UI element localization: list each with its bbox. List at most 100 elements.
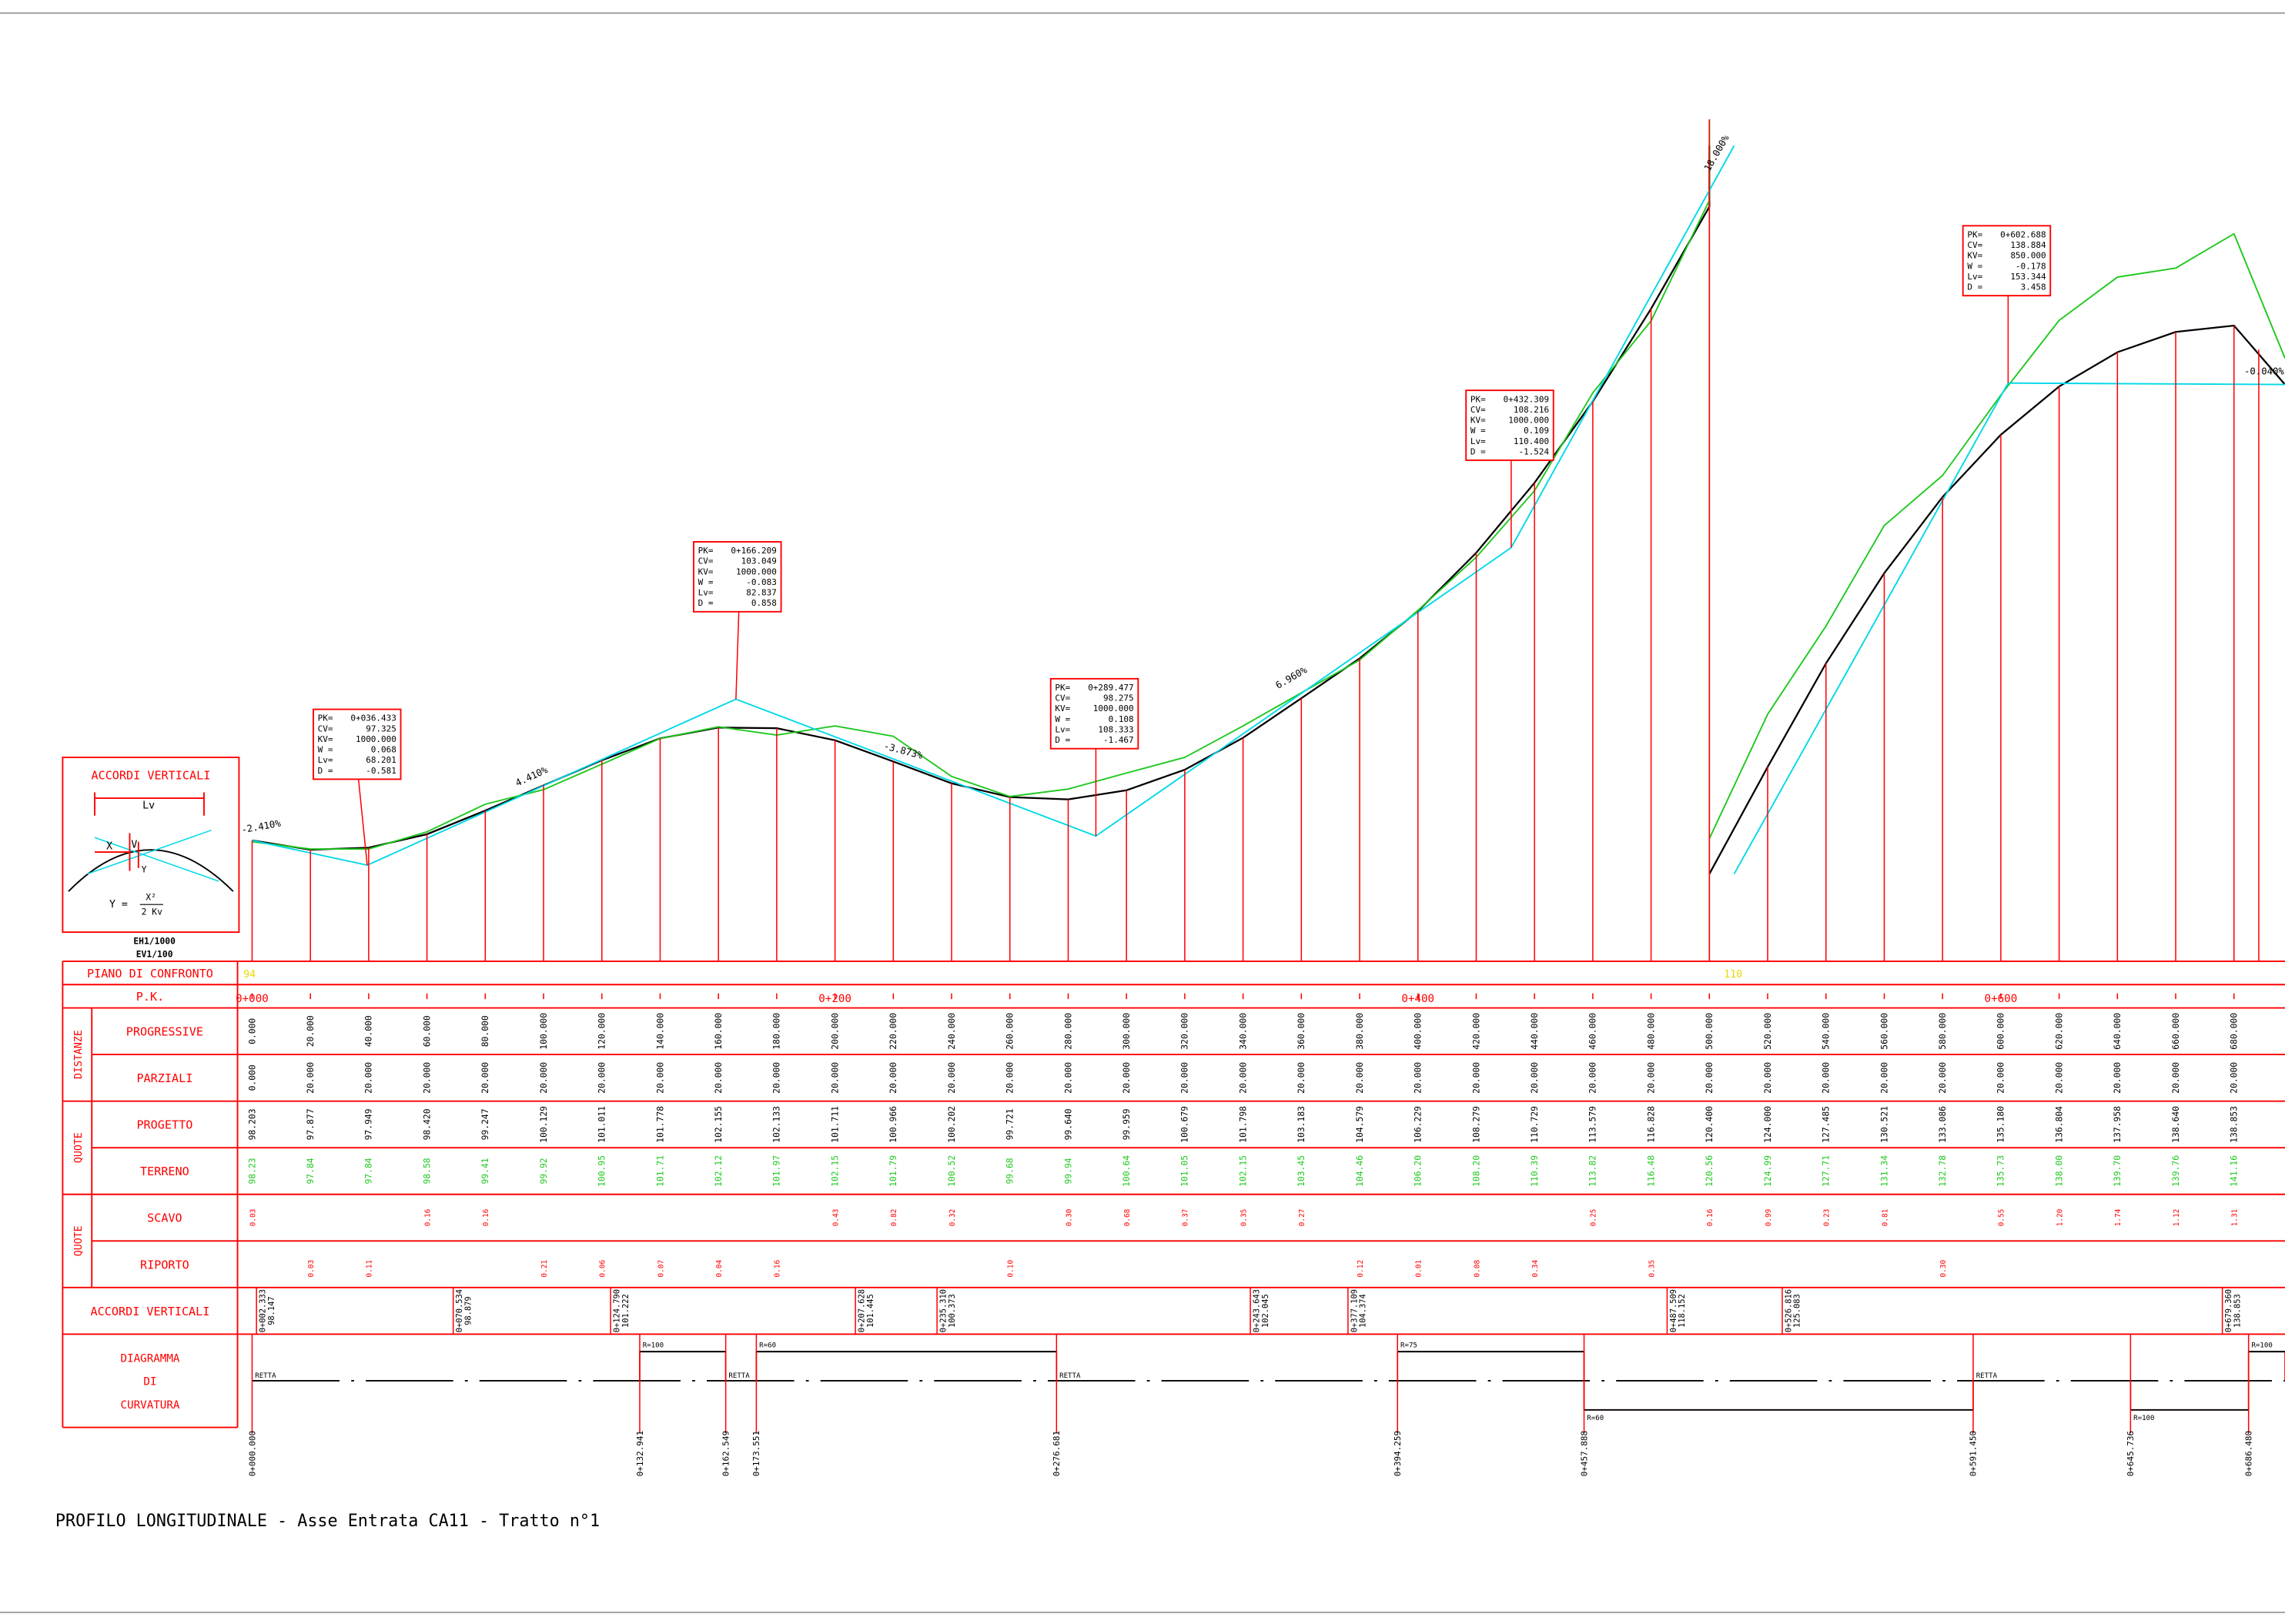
scavo-value: 0.16 — [423, 1208, 432, 1226]
scavo-value: 0.43 — [831, 1209, 840, 1227]
callout-key: W = — [698, 577, 714, 587]
progetto-value: 101.798 — [1237, 1106, 1248, 1143]
scavo-value: 0.32 — [948, 1209, 957, 1227]
curvature-box — [2247, 1351, 2285, 1381]
progressive-value: 220.000 — [888, 1013, 898, 1050]
parziali-value: 20.000 — [888, 1062, 898, 1094]
curvature-label: RETTA — [255, 1372, 276, 1380]
progressive-value: 100.000 — [538, 1013, 549, 1050]
callout-value: 68.201 — [366, 755, 396, 765]
accordo-quota: 104.374 — [1359, 1294, 1368, 1328]
row-label-curvatura: CURVATURA — [121, 1399, 180, 1412]
progetto-value: 99.640 — [1062, 1108, 1073, 1140]
terreno-value: 132.78 — [1937, 1155, 1948, 1187]
terreno-value: 110.39 — [1529, 1155, 1540, 1187]
progetto-value: 130.521 — [1879, 1106, 1889, 1143]
callout-value: 850.000 — [2010, 251, 2046, 261]
row-label-scavo: SCAVO — [147, 1211, 182, 1225]
parziali-value: 20.000 — [1821, 1062, 1832, 1094]
curvature-box — [1583, 1380, 1974, 1411]
callout-key: CV= — [1470, 405, 1486, 415]
callout-value: 0+602.688 — [2000, 229, 2046, 239]
callout-key: W = — [1470, 426, 1486, 436]
progetto-value: 108.279 — [1470, 1106, 1481, 1143]
progressive-value: 620.000 — [2053, 1013, 2064, 1050]
progressive-value: 20.000 — [305, 1015, 316, 1047]
curvature-station: 0+132.941 — [635, 1431, 645, 1476]
progetto-value: 110.729 — [1529, 1106, 1540, 1143]
callout-key: W = — [1967, 261, 1982, 271]
station-lines — [251, 119, 2260, 961]
terreno-value: 97.84 — [363, 1158, 374, 1184]
curvature-label: RETTA — [728, 1372, 750, 1380]
terreno-value: 100.64 — [1121, 1155, 1132, 1187]
terreno-value: 99.94 — [1062, 1158, 1073, 1184]
callout-key: KV= — [698, 566, 714, 576]
scavo-value: 1.20 — [2056, 1208, 2064, 1226]
callout-value: 0.068 — [371, 745, 396, 755]
legend-formula-num: X² — [146, 891, 156, 902]
terreno-value: 101.97 — [771, 1155, 782, 1187]
row-label-piano: PIANO DI CONFRONTO — [87, 967, 213, 981]
progetto-value: 99.721 — [1005, 1108, 1015, 1140]
terreno-value: 139.70 — [2112, 1155, 2123, 1187]
callout-key: Lv= — [318, 755, 333, 765]
pk-label: 0+000 — [236, 993, 269, 1005]
progressive-value: 400.000 — [1413, 1013, 1424, 1050]
legend-v: V — [131, 839, 137, 850]
parziali-value: 20.000 — [1996, 1062, 2006, 1094]
parziali-value: 20.000 — [305, 1062, 316, 1094]
accordo-pk: 0+377.109 — [1350, 1289, 1359, 1332]
scavo-value: 0.81 — [1881, 1208, 1889, 1226]
row-label-riporto: RIPORTO — [140, 1258, 189, 1271]
progetto-value: 127.485 — [1821, 1106, 1832, 1143]
callout-value: -0.083 — [746, 577, 777, 587]
row-label-distanze: DISTANZE — [73, 1030, 85, 1079]
progetto-value: 106.229 — [1413, 1106, 1424, 1143]
parziali-value: 20.000 — [713, 1062, 724, 1094]
terreno-value: 99.92 — [538, 1158, 549, 1184]
progetto-value: 98.203 — [246, 1108, 257, 1140]
accordo-pk: 0+235.310 — [938, 1289, 948, 1332]
progetto-value: 101.778 — [654, 1106, 665, 1143]
scavo-value: 1.12 — [2173, 1209, 2181, 1227]
scavo-value: 0.82 — [890, 1209, 898, 1227]
accordo-quota: 101.445 — [866, 1294, 875, 1328]
progetto-value: 138.853 — [2229, 1106, 2240, 1143]
scale-vertical: EV1/100 — [136, 948, 173, 959]
terreno-value: 104.46 — [1354, 1155, 1365, 1187]
pk-label: 0+400 — [1401, 993, 1434, 1005]
callout-key: D = — [698, 598, 714, 608]
parziali-value: 20.000 — [654, 1062, 665, 1094]
row-label-progetto: PROGETTO — [136, 1118, 192, 1132]
progressive-value: 600.000 — [1996, 1013, 2006, 1050]
progetto-value: 97.877 — [305, 1108, 316, 1140]
progetto-value: 100.966 — [888, 1106, 898, 1143]
legend-x: X — [106, 840, 112, 852]
legend-box: ACCORDI VERTICALI Lv X V Y Y = X² 2 Kv — [62, 757, 240, 934]
profile-table: PIANO DI CONFRONTO P.K. DISTANZE PROGRES… — [62, 961, 2285, 1429]
riporto-value: 0.11 — [366, 1260, 374, 1278]
terreno-value: 99.41 — [480, 1158, 490, 1184]
riporto-value: 0.30 — [1939, 1260, 1948, 1278]
riporto-value: 0.04 — [715, 1260, 724, 1278]
slope-label: 6.960% — [1274, 664, 1310, 691]
curvature-box — [1397, 1351, 1585, 1381]
progressive-value: 160.000 — [713, 1013, 724, 1050]
accordo-pk: 0+124.790 — [612, 1289, 621, 1332]
riporto-value: 0.16 — [774, 1260, 782, 1278]
parziali-value: 0.000 — [246, 1064, 257, 1091]
terreno-value: 141.16 — [2229, 1155, 2240, 1187]
parziali-value: 20.000 — [1587, 1062, 1598, 1094]
progressive-value: 540.000 — [1821, 1013, 1832, 1050]
progetto-value: 102.155 — [713, 1106, 724, 1143]
callout-value: 1000.000 — [1508, 416, 1549, 426]
parziali-value: 20.000 — [1879, 1062, 1889, 1094]
accordo-quota: 100.373 — [948, 1294, 957, 1328]
callout-key: PK= — [1055, 683, 1070, 693]
callout-value: 0+036.433 — [350, 713, 396, 723]
scavo-value: 1.31 — [2231, 1208, 2240, 1226]
terrain-line-2 — [1708, 232, 2285, 839]
parziali-value: 20.000 — [363, 1062, 374, 1094]
progetto-value: 137.958 — [2112, 1106, 2123, 1143]
